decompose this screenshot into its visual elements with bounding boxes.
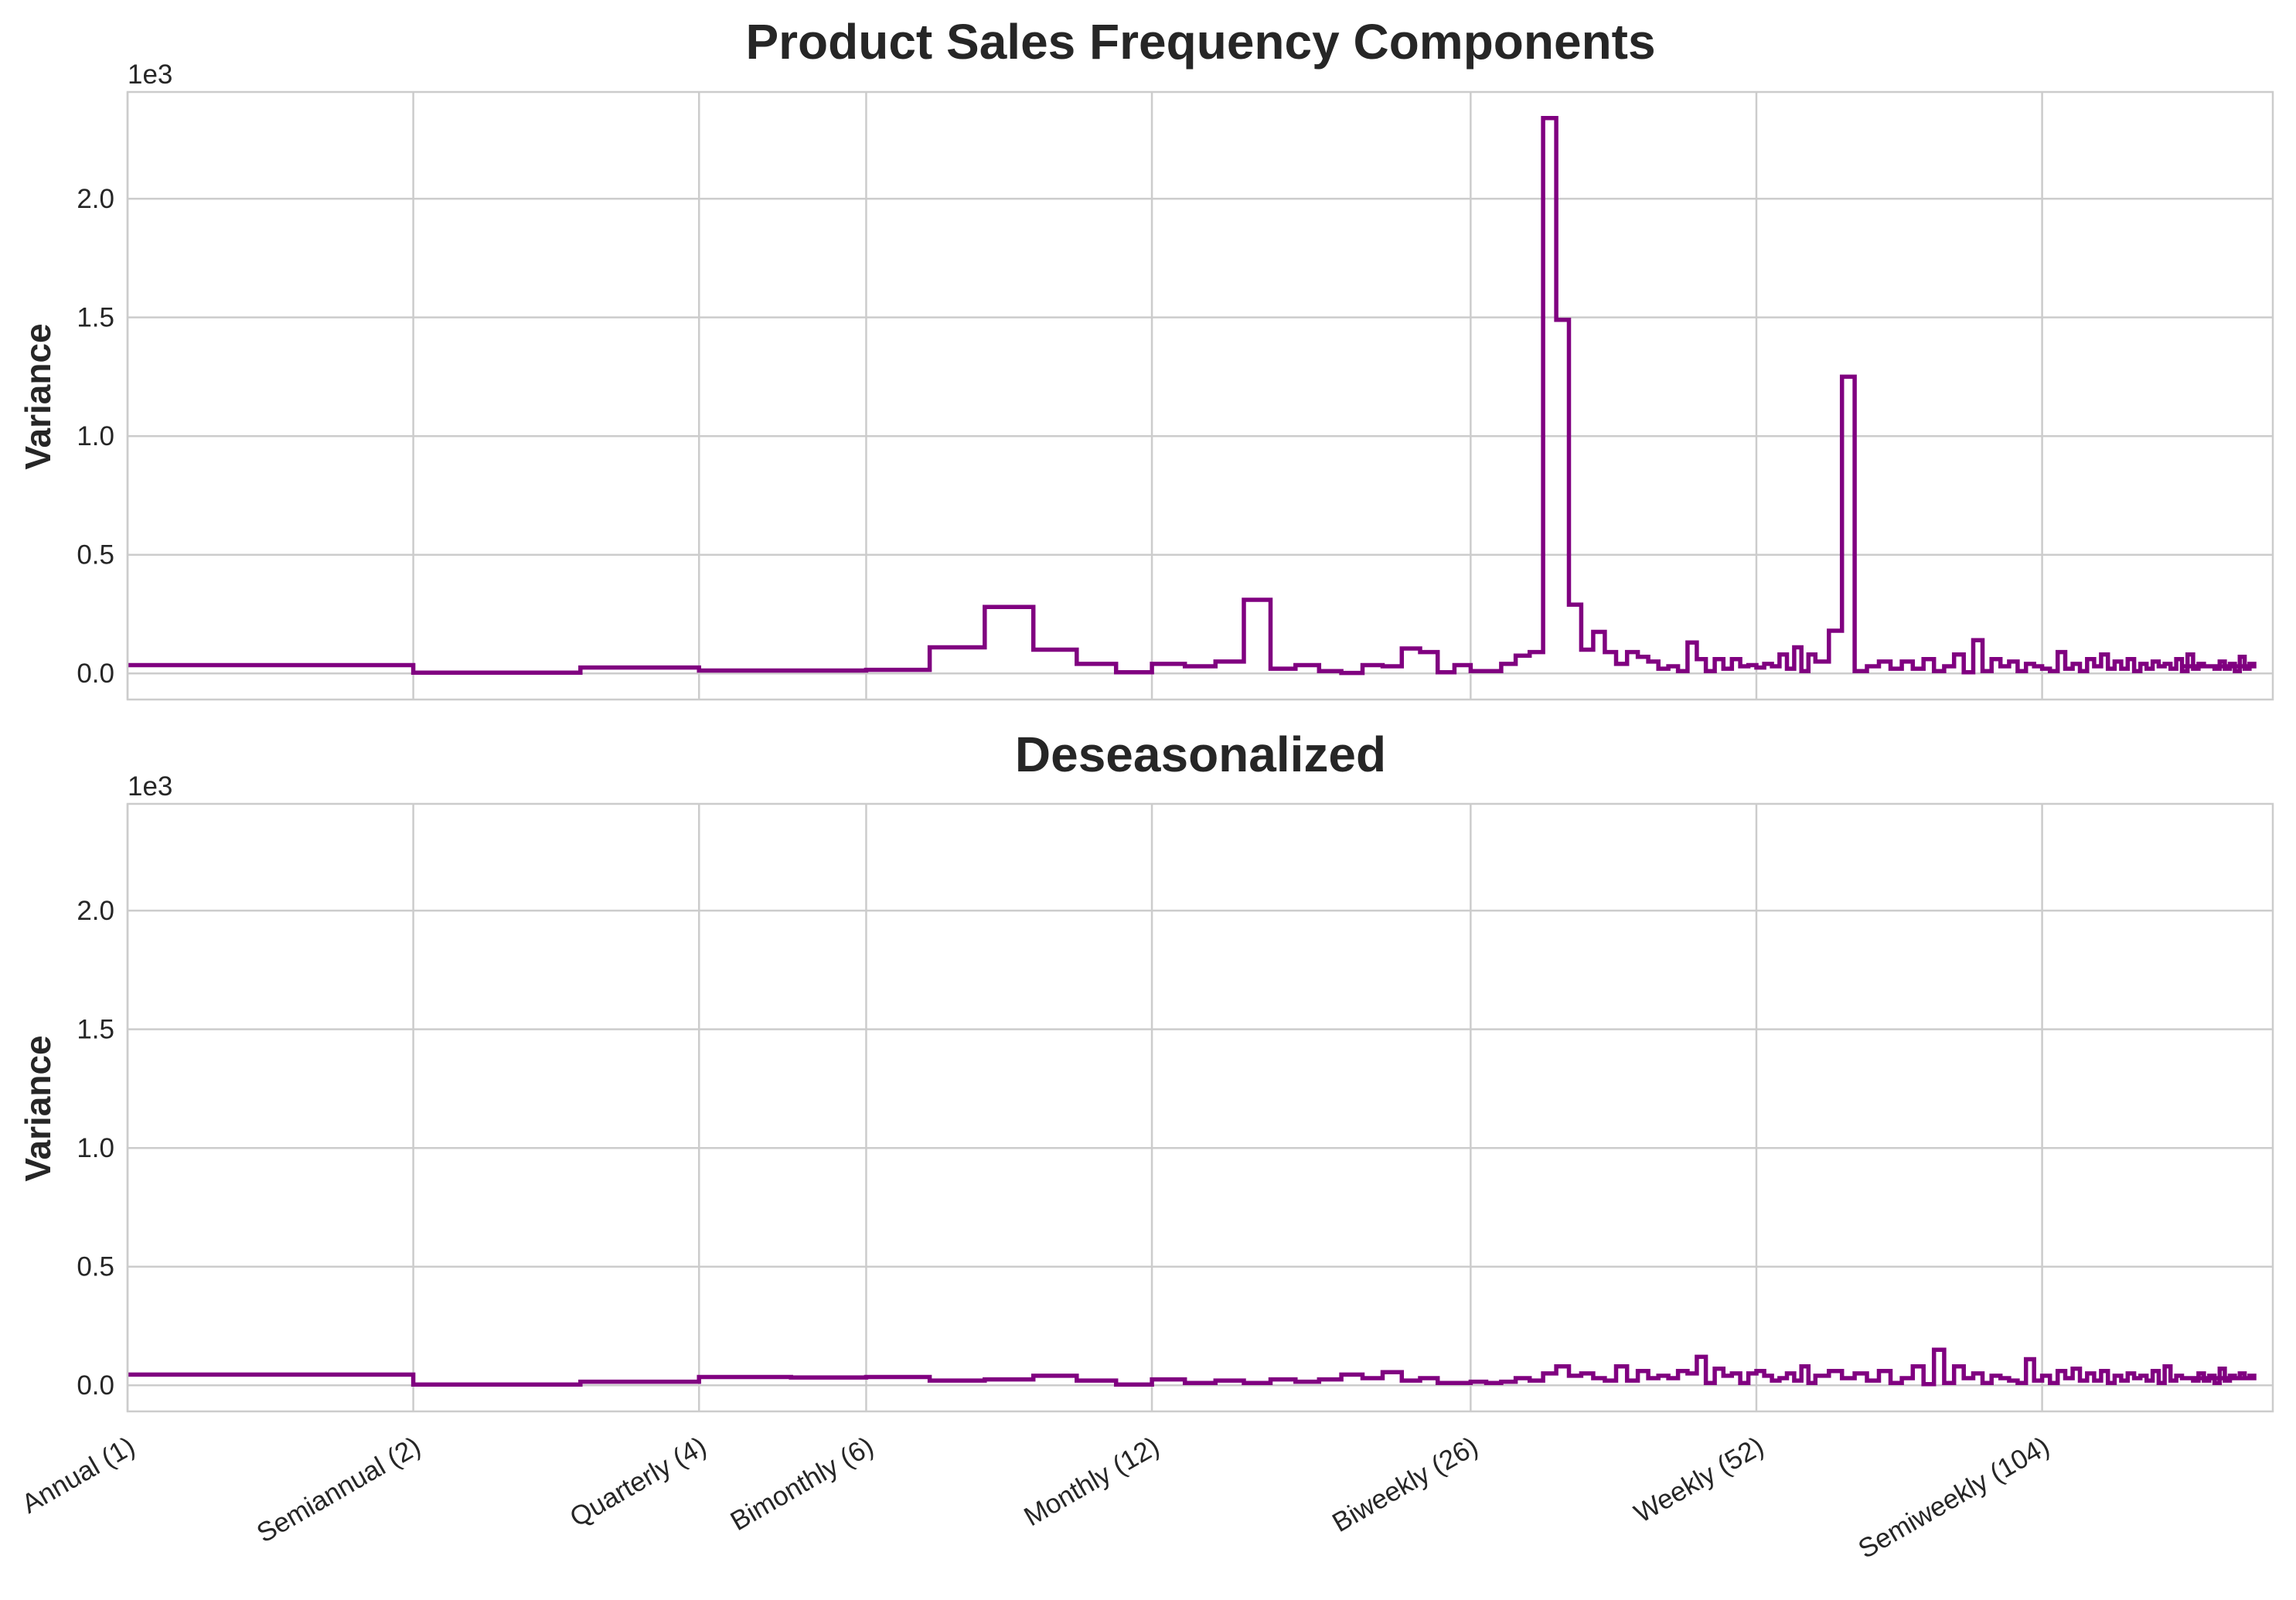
y-tick-label: 2.0 [77, 184, 114, 214]
plot-frame [126, 802, 2274, 1413]
y-tick-label: 1.0 [77, 421, 114, 451]
chart-title: Product Sales Frequency Components [745, 14, 1655, 70]
chart-panel-frequency-components: Product Sales Frequency Components 1e3 V… [18, 14, 2274, 701]
y-tick-labels: 0.0 0.5 1.0 1.5 2.0 [77, 184, 114, 689]
plot-frame [126, 90, 2274, 701]
grid-layer [126, 92, 2273, 700]
chart-title: Deseasonalized [1015, 727, 1386, 782]
y-tick-label: 1.5 [77, 303, 114, 333]
y-tick-label: 0.5 [77, 540, 114, 570]
y-tick-labels: 0.0 0.5 1.0 1.5 2.0 [77, 896, 114, 1401]
series-line [128, 116, 2257, 676]
series-layer [128, 116, 2257, 676]
y-offset-label: 1e3 [128, 60, 172, 90]
y-tick-label: 1.5 [77, 1015, 114, 1045]
y-offset-label: 1e3 [128, 771, 172, 802]
y-tick-label: 2.0 [77, 896, 114, 926]
y-axis-label: Variance [18, 1035, 58, 1181]
y-tick-label: 0.5 [77, 1252, 114, 1282]
series-layer [128, 1347, 2257, 1387]
series-line [128, 1347, 2257, 1387]
y-tick-label: 0.0 [77, 659, 114, 689]
y-axis-label: Variance [18, 323, 58, 469]
y-tick-label: 1.0 [77, 1133, 114, 1163]
y-tick-label: 0.0 [77, 1370, 114, 1401]
